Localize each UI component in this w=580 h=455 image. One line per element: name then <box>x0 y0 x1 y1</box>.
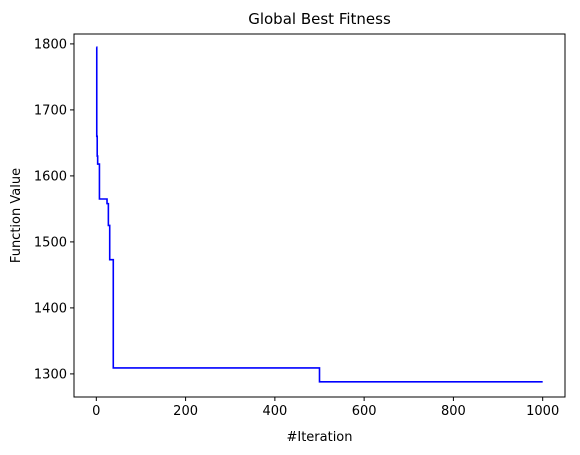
y-tick-label: 1700 <box>34 103 67 118</box>
y-tick-label: 1800 <box>34 37 67 52</box>
x-tick-label: 200 <box>173 404 198 419</box>
y-tick-label: 1400 <box>34 301 67 316</box>
y-tick-label: 1300 <box>34 367 67 382</box>
plot-area <box>73 33 566 398</box>
y-tick-label: 1600 <box>34 169 67 184</box>
x-tick-label: 1000 <box>526 404 559 419</box>
x-tick-label: 400 <box>262 404 287 419</box>
x-tick-label: 800 <box>441 404 466 419</box>
y-axis-label: Function Value <box>9 168 24 263</box>
series-group <box>95 46 543 383</box>
x-axis: 0 200 400 600 800 1000 <box>92 397 559 419</box>
x-axis-label: #Iteration <box>286 430 352 445</box>
y-tick-label: 1500 <box>34 235 67 250</box>
plot-frame <box>73 33 566 398</box>
series-line <box>95 46 543 383</box>
chart-title: Global Best Fitness <box>248 10 391 28</box>
x-tick-label: 600 <box>352 404 377 419</box>
x-tick-label: 0 <box>92 404 100 419</box>
y-axis: 1300 1400 1500 1600 1700 1800 <box>34 37 74 382</box>
